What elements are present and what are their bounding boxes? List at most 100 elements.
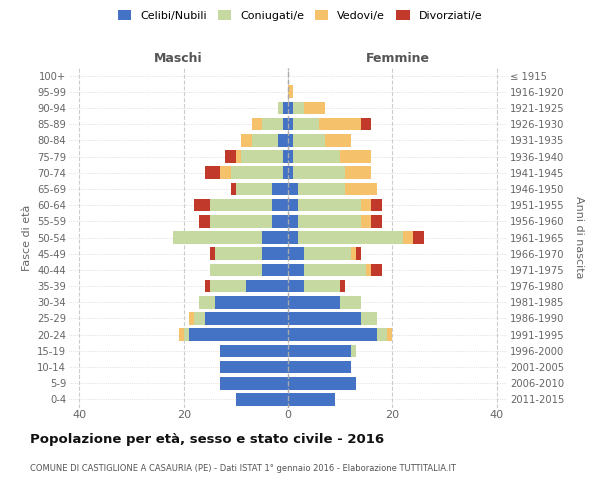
Bar [236,393,288,406]
Bar [288,344,350,357]
Bar [272,215,288,228]
Bar [288,134,293,146]
Bar [304,248,350,260]
Text: Femmine: Femmine [365,52,430,65]
Text: COMUNE DI CASTIGLIONE A CASAURIA (PE) - Dati ISTAT 1° gennaio 2016 - Elaborazion: COMUNE DI CASTIGLIONE A CASAURIA (PE) - … [30,464,456,473]
Bar [210,264,262,276]
Bar [288,215,298,228]
Bar [293,102,304,114]
Y-axis label: Fasce di età: Fasce di età [22,204,32,270]
Bar [283,150,288,163]
Bar [288,280,304,292]
Bar [272,182,288,195]
Bar [371,215,382,228]
Bar [340,150,371,163]
Bar [298,215,361,228]
Bar [262,118,283,130]
Bar [298,231,403,244]
Bar [361,118,371,130]
Bar [288,199,298,211]
Bar [199,215,210,228]
Bar [387,328,392,341]
Bar [298,182,346,195]
Bar [288,328,377,341]
Bar [210,248,215,260]
Bar [361,199,371,211]
Bar [288,182,298,195]
Bar [288,150,293,163]
Bar [361,312,377,325]
Bar [340,296,361,308]
Bar [288,360,350,374]
Bar [288,102,293,114]
Bar [340,280,346,292]
Bar [205,312,288,325]
Legend: Celibi/Nubili, Coniugati/e, Vedovi/e, Divorziati/e: Celibi/Nubili, Coniugati/e, Vedovi/e, Di… [113,6,487,25]
Bar [262,231,288,244]
Bar [346,182,377,195]
Bar [298,199,361,211]
Bar [262,264,288,276]
Bar [210,199,272,211]
Bar [220,377,288,390]
Bar [210,280,246,292]
Bar [226,150,236,163]
Bar [288,118,293,130]
Bar [194,199,210,211]
Bar [199,296,215,308]
Bar [251,134,278,146]
Bar [288,264,304,276]
Bar [230,166,283,179]
Bar [288,312,361,325]
Bar [179,328,184,341]
Bar [319,118,361,130]
Bar [293,166,346,179]
Bar [230,182,236,195]
Bar [350,344,356,357]
Bar [361,215,371,228]
Bar [283,118,288,130]
Bar [278,134,288,146]
Bar [356,248,361,260]
Bar [173,231,262,244]
Bar [377,328,387,341]
Bar [215,248,262,260]
Text: Maschi: Maschi [154,52,203,65]
Bar [205,280,210,292]
Bar [220,360,288,374]
Bar [371,264,382,276]
Bar [346,166,371,179]
Bar [283,102,288,114]
Bar [366,264,371,276]
Bar [189,328,288,341]
Bar [236,182,272,195]
Bar [184,328,189,341]
Bar [293,134,325,146]
Bar [236,150,241,163]
Bar [262,248,288,260]
Bar [215,296,288,308]
Bar [220,344,288,357]
Bar [288,86,293,98]
Bar [304,280,340,292]
Bar [283,166,288,179]
Bar [189,312,194,325]
Bar [403,231,413,244]
Bar [288,377,356,390]
Bar [272,199,288,211]
Bar [288,296,340,308]
Bar [304,264,366,276]
Bar [278,102,283,114]
Bar [413,231,424,244]
Text: Popolazione per età, sesso e stato civile - 2016: Popolazione per età, sesso e stato civil… [30,432,384,446]
Bar [371,199,382,211]
Y-axis label: Anni di nascita: Anni di nascita [574,196,584,279]
Bar [350,248,356,260]
Bar [220,166,230,179]
Bar [288,231,298,244]
Bar [288,166,293,179]
Bar [205,166,220,179]
Bar [304,102,325,114]
Bar [288,393,335,406]
Bar [288,248,304,260]
